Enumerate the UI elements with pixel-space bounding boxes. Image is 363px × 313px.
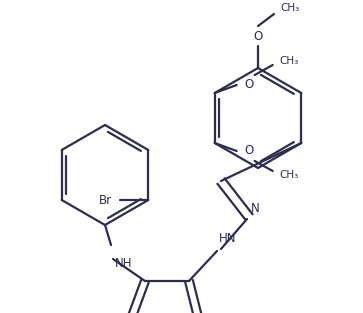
Text: CH₃: CH₃ (280, 56, 299, 66)
Text: N: N (251, 202, 260, 215)
Text: Br: Br (99, 193, 112, 207)
Text: O: O (253, 29, 262, 43)
Text: CH₃: CH₃ (280, 170, 299, 180)
Text: O: O (245, 145, 254, 157)
Text: HN: HN (219, 232, 237, 245)
Text: O: O (245, 79, 254, 91)
Text: NH: NH (115, 257, 132, 270)
Text: CH₃: CH₃ (280, 3, 299, 13)
